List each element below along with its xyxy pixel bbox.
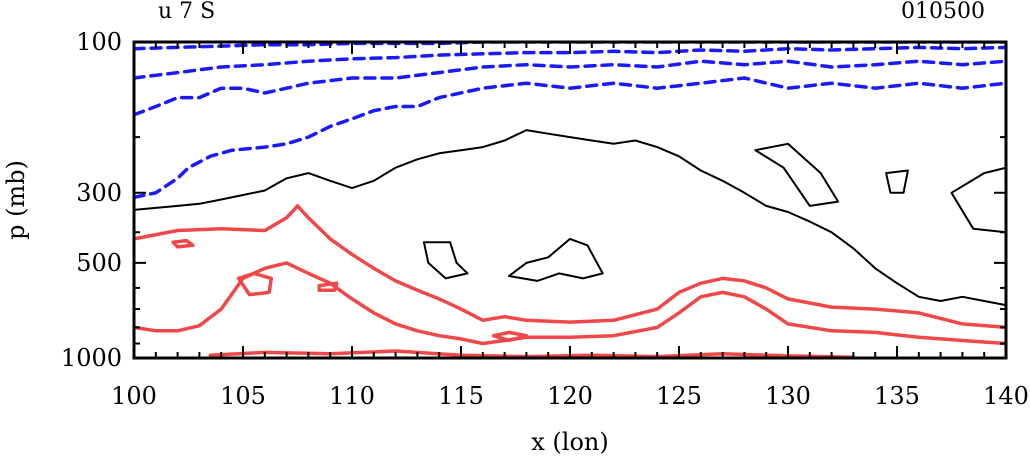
y-tick-label: 500 (76, 249, 122, 277)
positive-contour-13 (317, 281, 339, 292)
positive-contour-14 (171, 238, 195, 249)
zero-contour-3 (754, 142, 840, 207)
chart-title-left: u 7 S (158, 0, 215, 24)
y-tick-label: 1000 (61, 344, 122, 372)
zero-contour-0 (134, 129, 1006, 307)
zero-contour-2 (422, 241, 469, 280)
y-axis: 100 300 500 1000 (61, 28, 1006, 372)
x-axis-label: x (lon) (531, 428, 608, 456)
positive-contour-16 (208, 349, 856, 358)
zero-contour-4 (885, 169, 909, 194)
zero-contour-1 (508, 237, 604, 282)
x-tick-label: 125 (656, 382, 702, 410)
x-tick-label: 115 (438, 382, 484, 410)
positive-contour-12 (236, 271, 274, 297)
x-tick-label: 135 (874, 382, 920, 410)
zero-contour-5 (950, 166, 1006, 234)
chart-title-right: 010500 (901, 0, 985, 24)
x-tick-label: 100 (111, 382, 157, 410)
x-tick-label: 110 (329, 382, 375, 410)
negative-contour-6 (134, 76, 1006, 200)
y-tick-label: 100 (76, 28, 122, 56)
x-tick-label: 105 (220, 382, 266, 410)
positive-contour-15 (491, 330, 529, 343)
contour-lines (134, 42, 1006, 358)
negative-contour-8 (134, 45, 1006, 80)
x-tick-label: 120 (547, 382, 593, 410)
x-axis: 100 105 110 115 120 125 130 135 140 (111, 42, 1029, 410)
x-tick-label: 130 (765, 382, 811, 410)
negative-contour-9 (134, 42, 1006, 51)
y-tick-label: 300 (76, 179, 122, 207)
negative-contour-7 (134, 59, 1006, 117)
positive-contour-10 (134, 204, 1006, 330)
y-axis-label: p (mb) (2, 160, 30, 240)
x-tick-label: 140 (983, 382, 1029, 410)
